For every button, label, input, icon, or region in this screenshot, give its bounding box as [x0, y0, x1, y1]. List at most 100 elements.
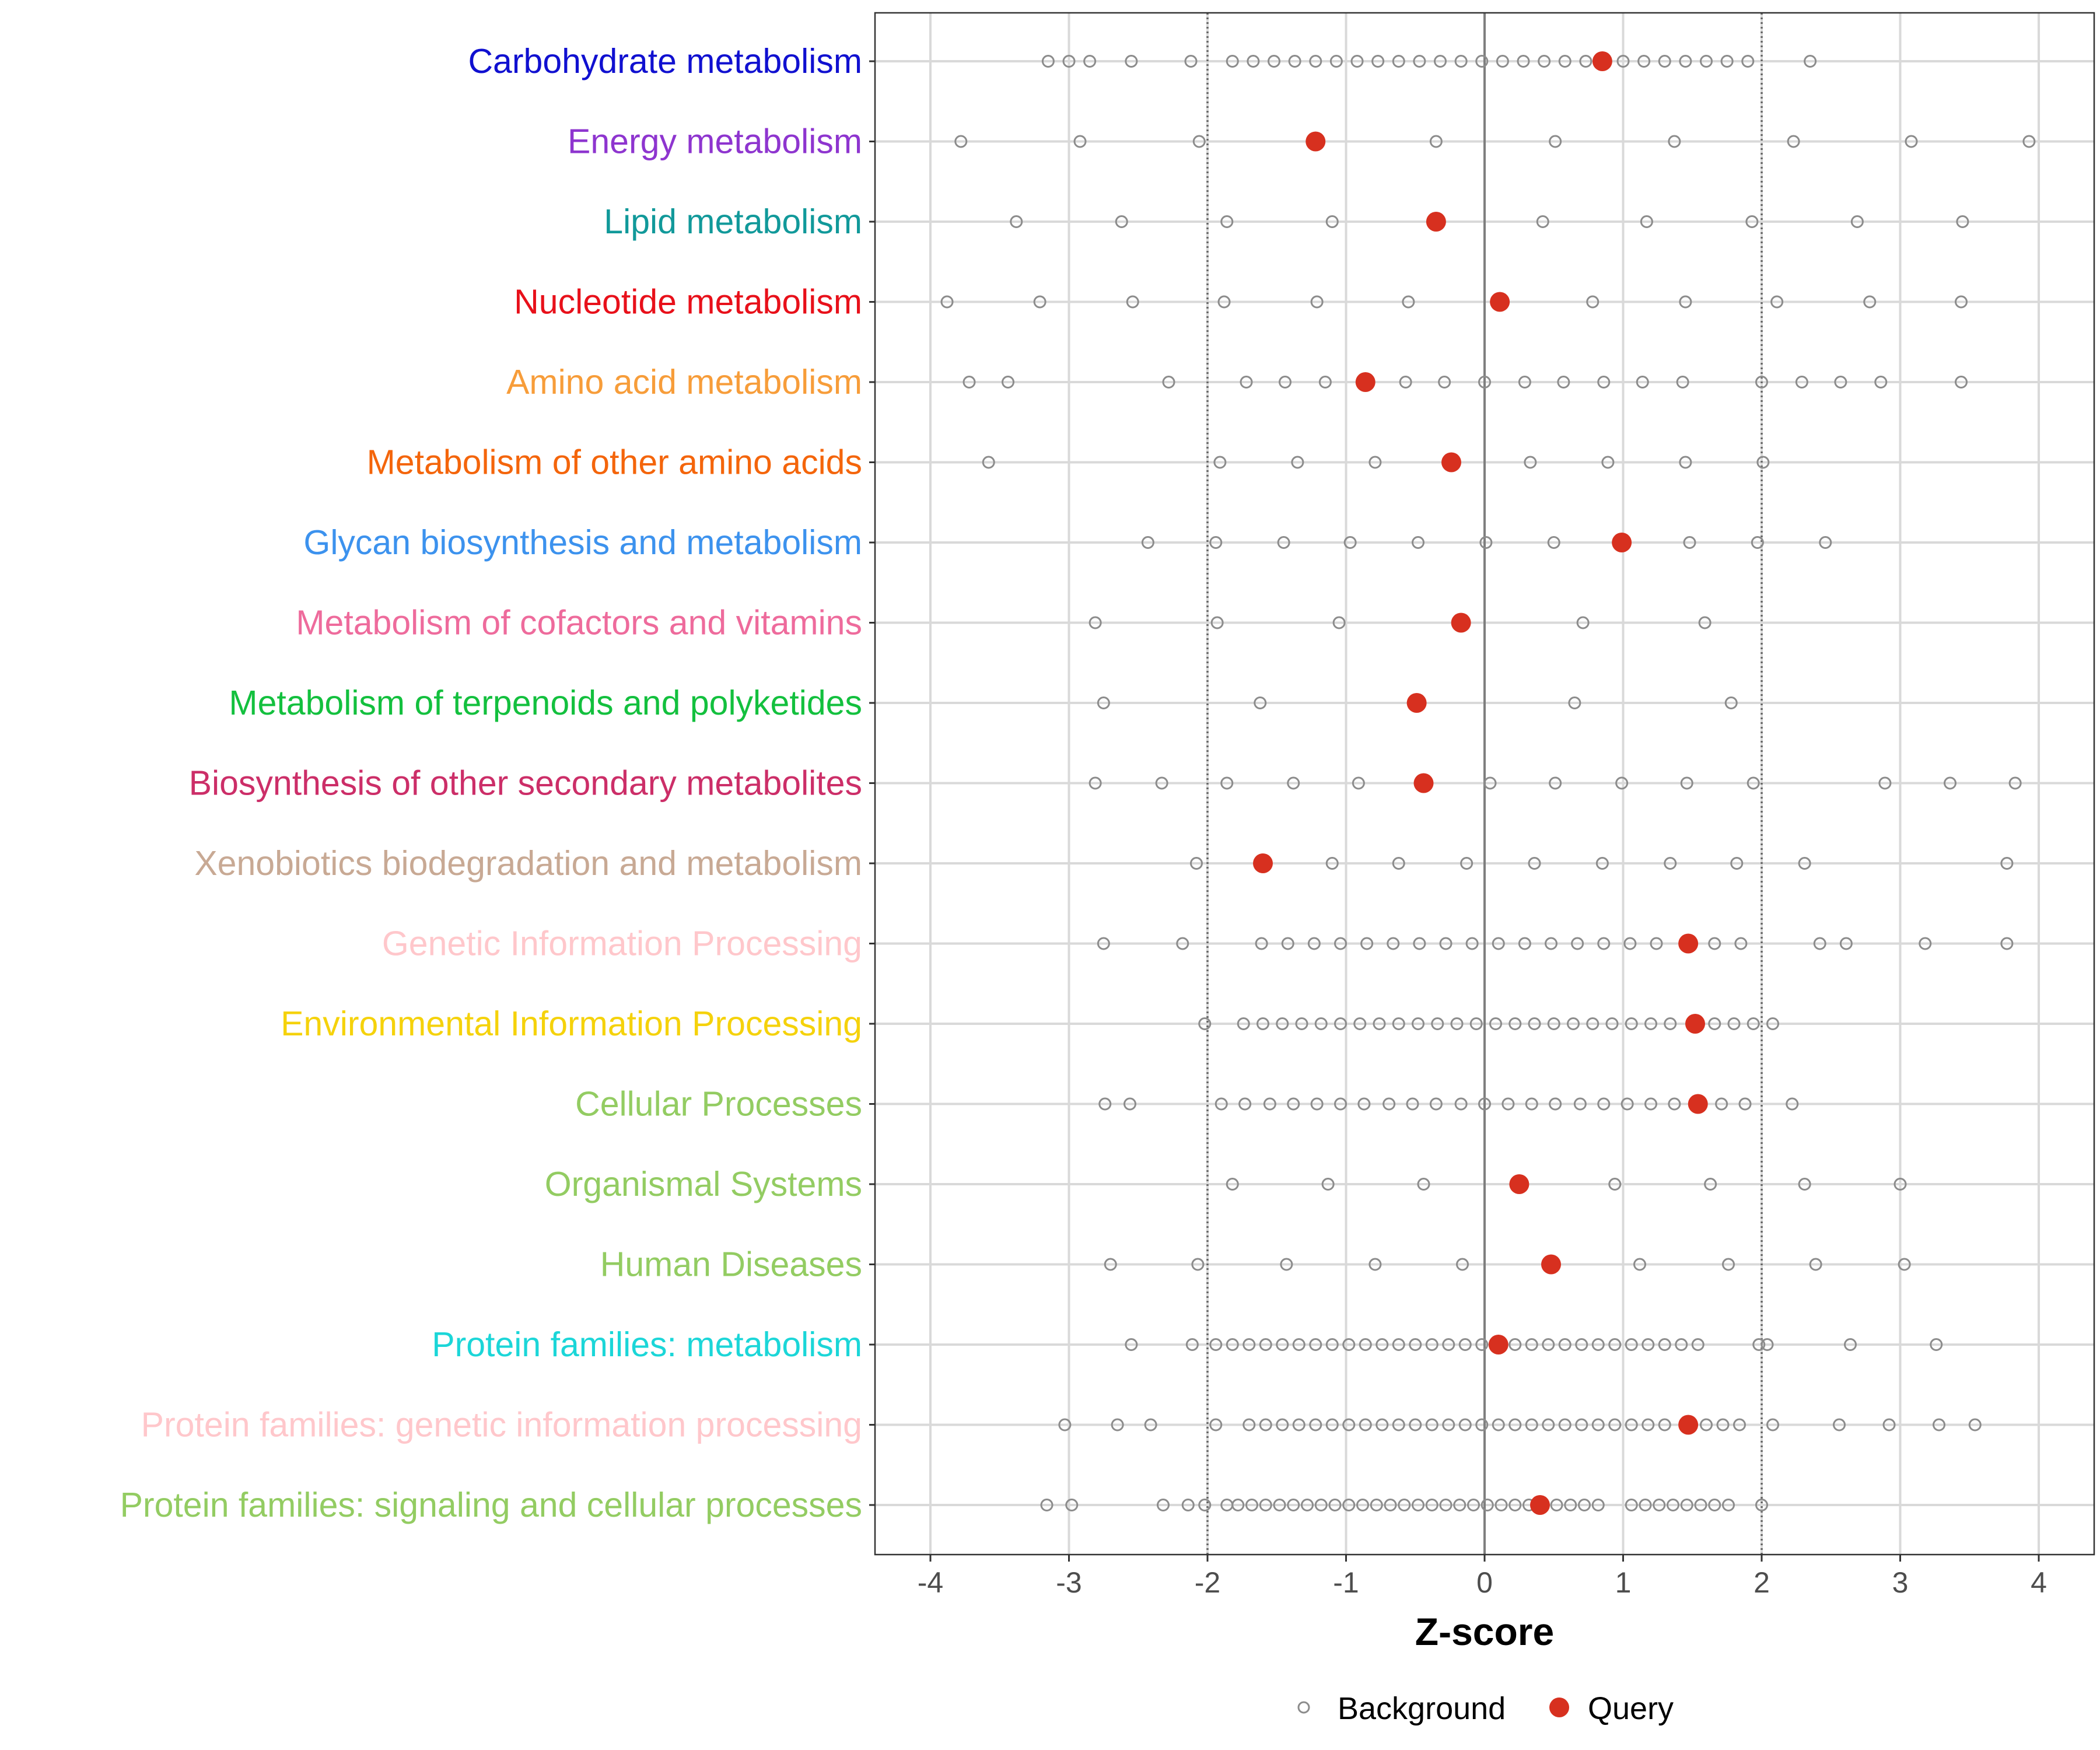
background-point — [1392, 1017, 1405, 1030]
background-point — [1567, 1017, 1580, 1030]
x-tick-label: 1 — [1615, 1566, 1632, 1599]
background-point — [1412, 1017, 1424, 1030]
background-point — [1722, 1499, 1735, 1511]
background-point — [1679, 456, 1692, 469]
background-point — [1700, 1418, 1713, 1432]
background-point — [1752, 1338, 1766, 1351]
background-point — [1287, 1097, 1300, 1111]
background-point — [1343, 536, 1357, 549]
query-point — [1678, 1415, 1699, 1435]
background-point — [1625, 1499, 1638, 1511]
background-point — [1041, 55, 1055, 68]
background-point — [1894, 1178, 1907, 1191]
background-point — [1683, 536, 1696, 549]
background-point — [1226, 1178, 1239, 1191]
background-point — [1033, 295, 1046, 309]
x-tick-label: 0 — [1476, 1566, 1493, 1599]
background-point — [1571, 937, 1584, 950]
background-point — [1412, 536, 1424, 549]
background-point — [1734, 937, 1748, 950]
background-point — [1494, 1499, 1508, 1511]
x-axis-title: Z-score — [1415, 1610, 1554, 1653]
background-point — [1325, 215, 1339, 228]
background-point — [1639, 1499, 1652, 1511]
background-point — [1439, 1499, 1452, 1511]
background-point — [1392, 1338, 1405, 1351]
background-point — [1247, 55, 1260, 68]
background-point — [1601, 456, 1615, 469]
background-point — [1933, 1418, 1945, 1432]
background-point — [1392, 55, 1405, 68]
background-point — [1409, 1418, 1422, 1432]
background-point — [1691, 1338, 1704, 1351]
background-point — [1259, 1338, 1272, 1351]
background-point — [1104, 1258, 1117, 1271]
background-point — [1273, 1499, 1286, 1511]
legend: Background Query — [1297, 1691, 1674, 1726]
x-tick-label: -1 — [1333, 1566, 1359, 1599]
background-point — [1766, 1418, 1779, 1432]
query-point — [1355, 372, 1376, 392]
background-point — [963, 376, 976, 388]
background-point — [1277, 536, 1290, 549]
background-point — [1083, 55, 1097, 68]
background-point — [1325, 857, 1339, 870]
background-point — [1558, 1338, 1572, 1351]
background-point — [1844, 1338, 1857, 1351]
background-point — [1568, 696, 1581, 709]
background-point — [1863, 295, 1877, 309]
background-point — [1708, 937, 1721, 950]
background-point — [1637, 55, 1651, 68]
background-point — [1538, 55, 1551, 68]
background-point — [1955, 295, 1968, 309]
background-point — [1597, 376, 1611, 388]
background-point — [1291, 456, 1304, 469]
background-point — [1798, 857, 1811, 870]
query-point — [1509, 1174, 1530, 1194]
background-point — [1502, 1097, 1515, 1111]
background-point — [1429, 135, 1443, 148]
background-point — [1184, 55, 1198, 68]
background-point — [1664, 1017, 1677, 1030]
background-point — [1579, 55, 1592, 68]
category-label: Metabolism of other amino acids — [367, 443, 862, 482]
background-point — [1644, 1097, 1657, 1111]
background-point — [1237, 1017, 1250, 1030]
category-label: Metabolism of cofactors and vitamins — [296, 604, 862, 642]
background-point — [982, 456, 995, 469]
background-point — [1496, 55, 1509, 68]
background-point — [1002, 376, 1014, 388]
background-point — [1528, 1017, 1541, 1030]
background-point — [1332, 616, 1346, 629]
background-point — [1658, 1338, 1671, 1351]
category-label: Energy metabolism — [568, 123, 862, 161]
background-point — [1238, 1097, 1252, 1111]
background-point — [1413, 937, 1426, 950]
background-point — [1770, 295, 1784, 309]
category-label: Protein families: metabolism — [432, 1325, 862, 1364]
background-point — [1930, 1338, 1943, 1351]
background-point — [1549, 135, 1562, 148]
background-point — [1384, 1499, 1397, 1511]
background-point — [1755, 1499, 1768, 1511]
background-point — [1353, 1017, 1367, 1030]
legend-background-marker — [1297, 1701, 1310, 1714]
background-point — [1287, 1499, 1300, 1511]
background-point — [1882, 1418, 1896, 1432]
background-point — [1741, 55, 1755, 68]
background-point — [1065, 1499, 1079, 1511]
background-point — [1586, 1017, 1600, 1030]
background-point — [1675, 1338, 1688, 1351]
background-point — [1608, 1338, 1622, 1351]
background-point — [1465, 937, 1479, 950]
background-point — [1664, 857, 1677, 870]
background-point — [1492, 937, 1505, 950]
background-point — [1591, 1338, 1605, 1351]
background-point — [1357, 1097, 1371, 1111]
background-point — [1542, 1338, 1555, 1351]
background-point — [1292, 1418, 1306, 1432]
background-point — [1281, 937, 1294, 950]
background-point — [1263, 1097, 1276, 1111]
background-point — [1578, 1499, 1591, 1511]
category-label: Environmental Information Processing — [281, 1005, 862, 1043]
